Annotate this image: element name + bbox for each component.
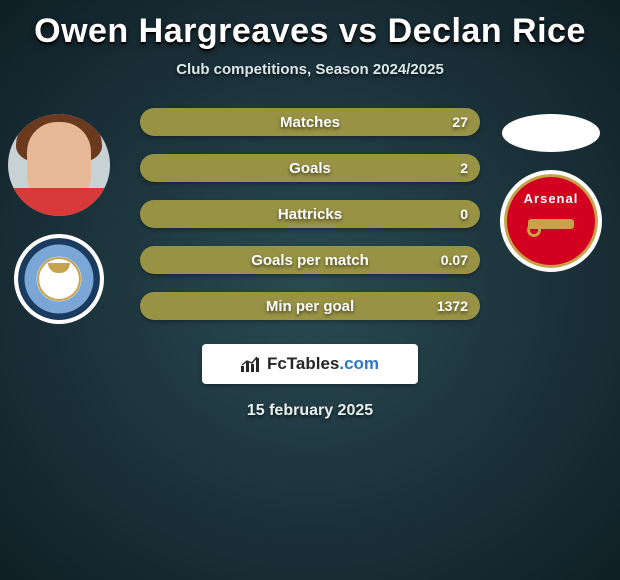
brand-text: FcTables.com: [267, 354, 379, 374]
brand-name: FcTables: [267, 354, 339, 373]
stat-right-value: 0: [460, 206, 468, 222]
stat-label: Min per goal: [140, 298, 480, 315]
player-left-avatar: [8, 114, 110, 216]
player-left-club-badge: [14, 234, 104, 324]
stat-right-value: 1372: [437, 298, 468, 314]
page-title: Owen Hargreaves vs Declan Rice: [0, 0, 620, 51]
stat-row-goals-per-match: Goals per match 0.07: [140, 246, 480, 274]
stat-label: Matches: [140, 114, 480, 131]
brand-badge: FcTables.com: [202, 344, 418, 384]
stat-label: Goals: [140, 160, 480, 177]
chart-icon: [241, 356, 261, 372]
stat-label: Goals per match: [140, 252, 480, 269]
stat-row-min-per-goal: Min per goal 1372: [140, 292, 480, 320]
comparison-container: Arsenal Matches 27 Goals 2 Hattricks 0 G…: [0, 108, 620, 420]
stat-right-value: 0.07: [441, 252, 468, 268]
arsenal-badge-text: Arsenal: [507, 191, 595, 206]
stat-row-matches: Matches 27: [140, 108, 480, 136]
comparison-date: 15 february 2025: [0, 402, 620, 420]
right-player-stack: Arsenal: [500, 114, 602, 272]
player-right-club-badge: Arsenal: [500, 170, 602, 272]
stat-right-value: 2: [460, 160, 468, 176]
stat-row-goals: Goals 2: [140, 154, 480, 182]
subtitle: Club competitions, Season 2024/2025: [0, 61, 620, 78]
stat-label: Hattricks: [140, 206, 480, 223]
left-player-stack: [8, 114, 110, 324]
stat-row-hattricks: Hattricks 0: [140, 200, 480, 228]
brand-suffix: .com: [339, 354, 379, 373]
stats-bars: Matches 27 Goals 2 Hattricks 0 Goals per…: [140, 108, 480, 320]
stat-right-value: 27: [452, 114, 468, 130]
player-right-avatar: [502, 114, 600, 152]
